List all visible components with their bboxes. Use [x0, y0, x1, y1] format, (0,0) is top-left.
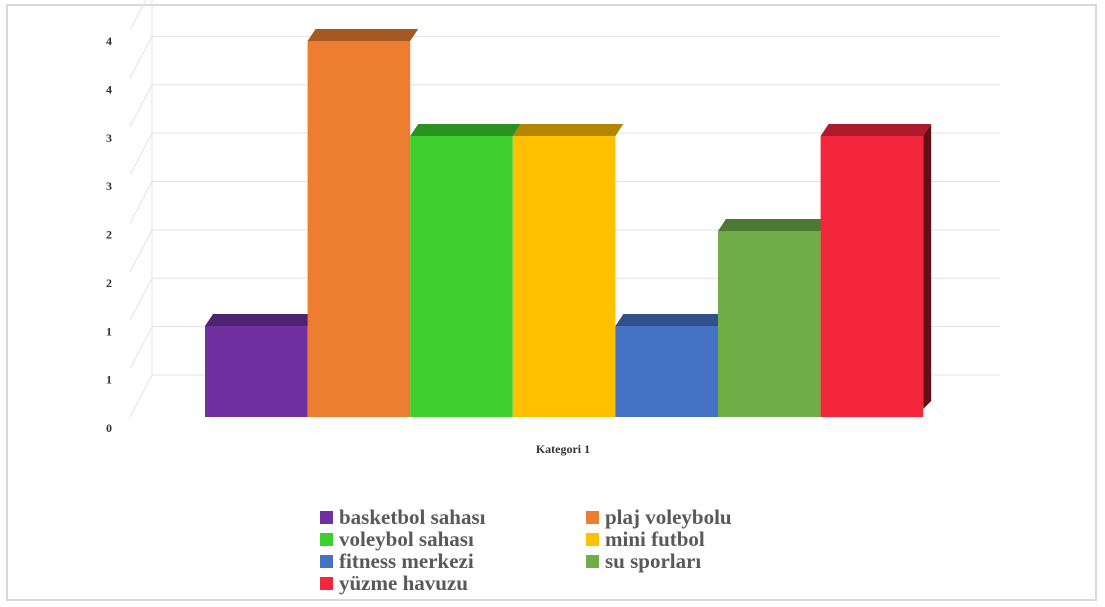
y-tick-label: 3 — [106, 179, 112, 193]
legend-label: fitness merkezi — [339, 549, 474, 573]
legend: basketbol sahası plaj voleybolu voleybol s… — [320, 506, 840, 594]
legend-item: su sporları — [586, 550, 840, 572]
bar — [615, 314, 726, 417]
legend-swatch — [586, 554, 599, 568]
category-label: Kategori 1 — [536, 442, 590, 456]
bar — [205, 314, 316, 417]
legend-item: voleybol sahası — [320, 528, 586, 550]
bar — [820, 124, 932, 417]
bars — [205, 29, 932, 417]
legend-item: basketbol sahası — [320, 506, 586, 528]
legend-swatch — [320, 532, 333, 546]
y-tick-label: 2 — [106, 276, 112, 290]
legend-item: fitness merkezi — [320, 550, 586, 572]
y-tick-label: 2 — [106, 228, 112, 242]
bar — [512, 124, 624, 417]
y-tick-label: 3 — [106, 131, 112, 145]
legend-item: mini futbol — [586, 528, 840, 550]
bar — [307, 29, 419, 417]
legend-swatch — [586, 532, 599, 546]
y-tick-label: 4 — [106, 82, 112, 96]
legend-label: basketbol sahası — [339, 505, 486, 529]
legend-label: voleybol sahası — [339, 527, 474, 551]
legend-label: mini futbol — [605, 527, 705, 551]
bar — [410, 124, 521, 417]
legend-swatch — [320, 554, 333, 568]
y-tick-label: 4 — [106, 34, 112, 48]
legend-label: plaj voleybolu — [605, 505, 732, 529]
legend-item: yüzme havuzu — [320, 572, 586, 594]
legend-label: yüzme havuzu — [339, 571, 468, 595]
y-axis-ticks: 0 1 1 2 2 3 3 4 4 — [106, 34, 112, 435]
y-tick-label: 1 — [106, 373, 112, 387]
legend-item: plaj voleybolu — [586, 506, 840, 528]
legend-swatch — [320, 576, 333, 590]
y-tick-label: 1 — [106, 324, 112, 338]
gridline — [129, 35, 1000, 79]
legend-swatch — [320, 510, 333, 524]
bar-chart: 0 1 1 2 2 3 3 4 4 Kategori 1 — [106, 0, 1000, 456]
bar — [718, 219, 829, 417]
gridline — [129, 0, 147, 31]
gridline — [129, 84, 1000, 127]
legend-label: su sporları — [605, 549, 702, 573]
legend-swatch — [586, 510, 599, 524]
y-tick-label: 0 — [106, 421, 112, 435]
